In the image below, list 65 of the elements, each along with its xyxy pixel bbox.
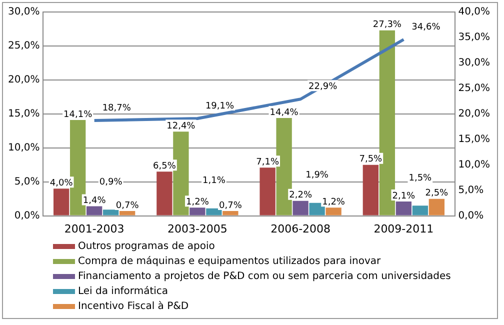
y-tick-label: 15,0%: [8, 108, 40, 120]
bar: [86, 206, 102, 216]
bar: [326, 208, 342, 216]
data-label: 27,3%: [372, 20, 402, 30]
bar: [53, 188, 70, 216]
data-label: 0,7%: [219, 200, 242, 211]
data-label: 12,4%: [166, 121, 196, 132]
data-label: 34,6%: [412, 22, 441, 32]
bar: [309, 202, 325, 216]
data-label: 7,5%: [359, 154, 383, 165]
data-label: 1,2%: [322, 197, 346, 208]
x-tick-label: 2006-2008: [270, 222, 331, 236]
data-label: 19,1%: [205, 101, 234, 112]
data-label: 2,5%: [425, 188, 449, 199]
data-label: 14,1%: [64, 110, 93, 120]
data-label: 18,7%: [102, 103, 132, 114]
y2-tick-label: 10,0%: [458, 159, 490, 170]
bar: [119, 211, 136, 216]
data-label: 4,0%: [50, 178, 74, 188]
data-label: 0,7%: [116, 200, 140, 211]
y2-tick-label: 20,0%: [458, 108, 490, 120]
data-label: 2,1%: [392, 191, 416, 202]
legend-label: Outros programas de apoio: [78, 240, 215, 254]
y2-tick-label: 15,0%: [458, 134, 490, 145]
bar: [396, 202, 412, 216]
bar: [222, 211, 238, 216]
data-label: 1,2%: [186, 197, 210, 208]
legend-label: Incentivo Fiscal à P&D: [78, 300, 189, 314]
y-tick-label: 20,0%: [8, 74, 40, 86]
x-tick-label: 2003-2005: [167, 222, 228, 236]
legend-label: Lei da informática: [78, 285, 168, 299]
y2-tick-label: 0,0%: [458, 210, 484, 222]
legend-label: Financiamento a projetos de P&D com ou sem parceria com universidades: [78, 270, 451, 284]
data-label: 1,4%: [82, 196, 106, 206]
x-tick-label: 2009-2011: [374, 222, 434, 236]
y2-tick-label: 35,0%: [458, 32, 490, 44]
data-label: 2,2%: [289, 190, 312, 201]
y2-tick-label: 5,0%: [458, 184, 484, 196]
bar: [412, 206, 428, 216]
legend-label: Compra de máquinas e equipamentos utilizados para inovar: [78, 255, 381, 269]
data-label: 1,1%: [202, 176, 226, 186]
y2-tick-label: 40,0%: [458, 6, 490, 18]
bar: [362, 164, 379, 216]
data-label: 22,9%: [308, 82, 338, 92]
data-label: 1,5%: [408, 173, 432, 184]
bar: [292, 200, 308, 216]
data-label: 7,1%: [256, 157, 280, 168]
bar: [428, 198, 445, 216]
y-tick-label: 25,0%: [8, 40, 40, 52]
x-tick-label: 2001-2003: [64, 222, 124, 236]
data-label: 0,9%: [99, 178, 123, 188]
y-tick-label: 5,0%: [14, 176, 40, 188]
bar: [260, 168, 276, 216]
data-label: 1,9%: [306, 170, 329, 181]
bar: [190, 208, 206, 216]
y-tick-label: 0,0%: [14, 210, 40, 222]
bar: [206, 208, 222, 216]
y-tick-label: 30,0%: [8, 6, 40, 18]
y2-tick-label: 25,0%: [458, 83, 490, 94]
y-tick-label: 10,0%: [8, 142, 40, 154]
y2-tick-label: 30,0%: [458, 58, 490, 69]
bar: [156, 172, 172, 216]
data-label: 14,4%: [270, 108, 299, 118]
data-label: 6,5%: [153, 161, 176, 172]
bar: [102, 210, 119, 216]
